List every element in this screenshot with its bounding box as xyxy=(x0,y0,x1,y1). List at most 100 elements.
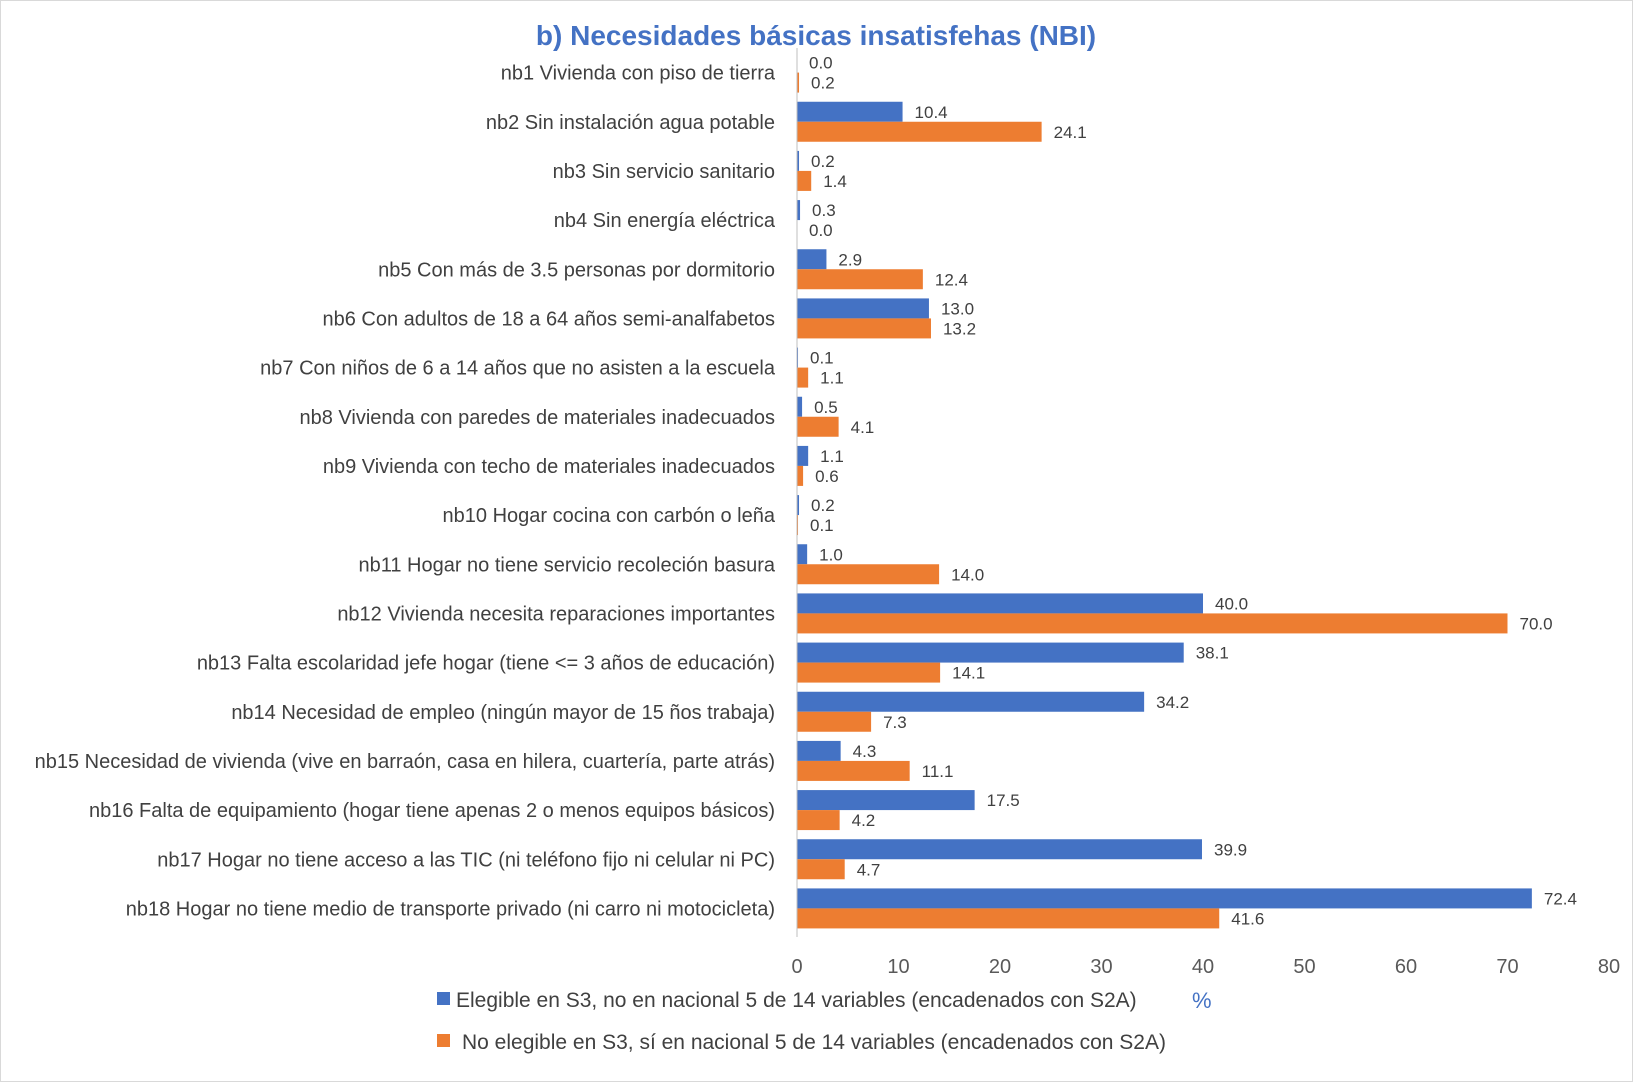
value-label-series-1: 17.5 xyxy=(987,791,1020,810)
category-label: nb9 Vivienda con techo de materiales ina… xyxy=(323,456,775,478)
category-label: nb6 Con adultos de 18 a 64 años semi-ana… xyxy=(322,308,775,330)
value-label-series-1: 0.0 xyxy=(809,54,833,73)
x-tick-label: 20 xyxy=(989,956,1011,978)
value-label-series-2: 24.1 xyxy=(1054,123,1087,142)
value-label-series-2: 0.6 xyxy=(815,467,839,486)
value-label-series-2: 0.1 xyxy=(810,516,834,535)
value-label-series-2: 11.1 xyxy=(922,762,954,781)
bar-series-2 xyxy=(797,121,1042,142)
bar-series-1 xyxy=(797,200,801,221)
x-tick-label: 0 xyxy=(791,956,802,978)
value-label-series-2: 7.3 xyxy=(883,713,907,732)
x-axis-unit-label: % xyxy=(1192,988,1212,1013)
value-label-series-2: 0.2 xyxy=(811,74,835,93)
value-label-series-1: 13.0 xyxy=(941,299,974,318)
category-label: nb12 Vivienda necesita reparaciones impo… xyxy=(337,603,775,625)
bar-series-1 xyxy=(797,101,903,122)
value-label-series-2: 1.4 xyxy=(823,172,847,191)
bar-series-2 xyxy=(797,810,840,831)
value-label-series-2: 70.0 xyxy=(1520,614,1553,633)
bar-series-2 xyxy=(797,318,931,339)
value-label-series-2: 1.1 xyxy=(820,369,844,388)
value-label-series-1: 0.5 xyxy=(814,398,838,417)
category-label: nb10 Hogar cocina con carbón o leña xyxy=(443,505,776,527)
category-label: nb1 Vivienda con piso de tierra xyxy=(501,63,776,85)
bar-series-2 xyxy=(797,859,845,880)
bar-series-2 xyxy=(797,760,910,781)
value-label-series-1: 0.3 xyxy=(812,201,836,220)
bar-series-1 xyxy=(797,298,929,319)
value-label-series-1: 72.4 xyxy=(1544,889,1577,908)
bar-series-1 xyxy=(797,790,975,811)
value-label-series-2: 4.1 xyxy=(851,418,875,437)
bar-series-2 xyxy=(797,72,800,93)
bar-series-2 xyxy=(797,908,1220,929)
x-tick-label: 60 xyxy=(1395,956,1417,978)
x-tick-label: 40 xyxy=(1192,956,1214,978)
value-label-series-2: 41.6 xyxy=(1231,909,1264,928)
category-label: nb5 Con más de 3.5 personas por dormitor… xyxy=(378,259,775,281)
value-label-series-2: 4.2 xyxy=(852,811,876,830)
x-tick-label: 70 xyxy=(1496,956,1518,978)
category-label: nb14 Necesidad de empleo (ningún mayor d… xyxy=(231,702,775,724)
category-label: nb3 Sin servicio sanitario xyxy=(553,161,775,183)
category-label: nb15 Necesidad de vivienda (vive en barr… xyxy=(35,751,775,773)
x-tick-label: 50 xyxy=(1293,956,1315,978)
x-tick-label: 30 xyxy=(1090,956,1112,978)
bar-series-2 xyxy=(797,170,812,191)
category-label: nb18 Hogar no tiene medio de transporte … xyxy=(126,898,775,920)
x-tick-label: 80 xyxy=(1598,956,1620,978)
category-label: nb7 Con niños de 6 a 14 años que no asis… xyxy=(260,358,776,380)
value-label-series-2: 0.0 xyxy=(809,221,833,240)
bar-series-1 xyxy=(797,347,799,368)
bar-series-1 xyxy=(797,839,1202,860)
x-tick-label: 10 xyxy=(887,956,909,978)
bar-series-2 xyxy=(797,711,872,732)
legend-swatch xyxy=(437,992,450,1005)
bar-series-2 xyxy=(797,515,799,536)
legend-swatch xyxy=(437,1034,450,1047)
value-label-series-1: 0.2 xyxy=(811,152,835,171)
bar-series-1 xyxy=(797,396,803,417)
value-label-series-1: 39.9 xyxy=(1214,840,1247,859)
value-label-series-1: 2.9 xyxy=(838,250,862,269)
bar-series-1 xyxy=(797,150,800,171)
legend-label: Elegible en S3, no en nacional 5 de 14 v… xyxy=(456,989,1137,1012)
bar-series-1 xyxy=(797,249,827,270)
bar-series-2 xyxy=(797,564,940,585)
bar-series-1 xyxy=(797,888,1532,909)
value-label-series-2: 12.4 xyxy=(935,270,968,289)
value-label-series-2: 14.0 xyxy=(951,565,984,584)
value-label-series-2: 4.7 xyxy=(857,860,881,879)
category-label: nb4 Sin energía eléctrica xyxy=(554,210,776,232)
bar-series-1 xyxy=(797,740,841,761)
bar-series-1 xyxy=(797,593,1203,614)
value-label-series-2: 13.2 xyxy=(943,319,976,338)
bar-series-2 xyxy=(797,269,923,290)
category-label: nb13 Falta escolaridad jefe hogar (tiene… xyxy=(197,653,775,675)
value-label-series-2: 14.1 xyxy=(952,664,985,683)
bar-series-1 xyxy=(797,691,1145,712)
value-label-series-1: 0.2 xyxy=(811,496,835,515)
category-label: nb11 Hogar no tiene servicio recoleción … xyxy=(358,554,775,576)
chart-title: b) Necesidades básicas insatisfehas (NBI… xyxy=(536,20,1096,51)
bar-series-2 xyxy=(797,465,804,486)
value-label-series-1: 34.2 xyxy=(1156,693,1189,712)
category-label: nb17 Hogar no tiene acceso a las TIC (ni… xyxy=(157,849,775,871)
value-label-series-1: 0.1 xyxy=(810,349,834,368)
category-label: nb8 Vivienda con paredes de materiales i… xyxy=(299,407,775,429)
category-label: nb2 Sin instalación agua potable xyxy=(486,112,775,134)
category-label: nb16 Falta de equipamiento (hogar tiene … xyxy=(89,800,775,822)
value-label-series-1: 10.4 xyxy=(915,103,948,122)
legend-label: No elegible en S3, sí en nacional 5 de 1… xyxy=(462,1031,1166,1054)
bar-series-1 xyxy=(797,544,808,565)
value-label-series-1: 40.0 xyxy=(1215,594,1248,613)
bar-series-2 xyxy=(797,416,839,437)
value-label-series-1: 38.1 xyxy=(1196,644,1229,663)
value-label-series-1: 1.1 xyxy=(820,447,844,466)
bar-series-1 xyxy=(797,495,800,516)
bar-series-2 xyxy=(797,367,809,388)
value-label-series-1: 1.0 xyxy=(819,545,843,564)
value-label-series-1: 4.3 xyxy=(853,742,877,761)
